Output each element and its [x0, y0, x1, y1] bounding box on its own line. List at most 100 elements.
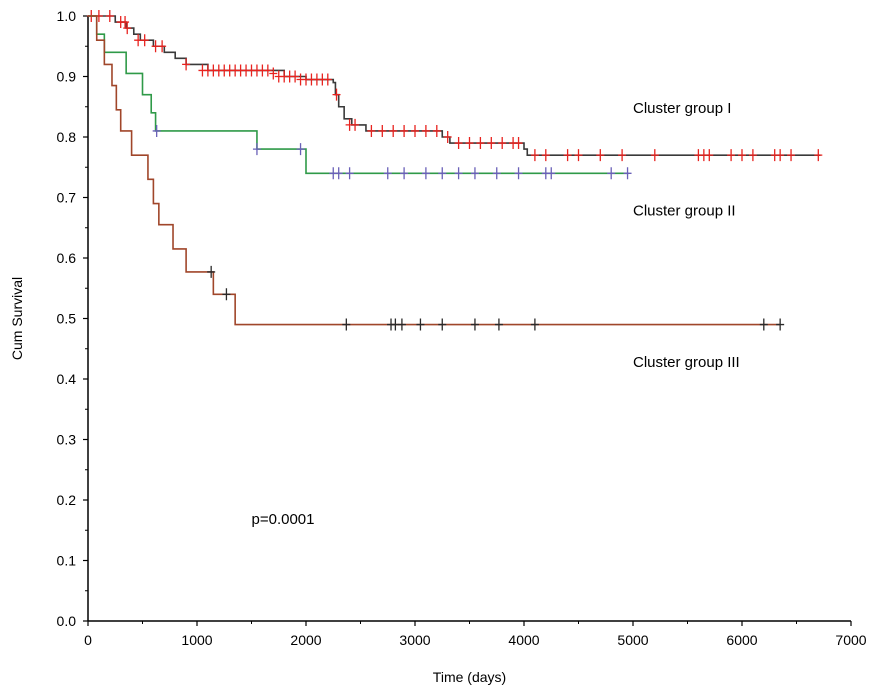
censor-mark: [269, 67, 278, 80]
y-tick-label: 0.3: [57, 432, 77, 448]
censor-mark: [470, 167, 479, 180]
x-tick-label: 0: [84, 632, 92, 648]
censor-mark: [650, 149, 659, 162]
censor-mark: [465, 137, 474, 150]
series-3: [88, 15, 785, 331]
x-tick-label: 4000: [508, 632, 539, 648]
censor-mark: [574, 149, 583, 162]
series-layer: [87, 10, 823, 331]
censor-mark: [332, 88, 341, 101]
censor-mark: [252, 143, 261, 156]
censor-mark: [454, 167, 463, 180]
y-tick-label: 1.0: [57, 8, 77, 24]
censor-mark: [421, 167, 430, 180]
series-2: [88, 15, 632, 180]
survival-curve: [88, 15, 781, 326]
censor-mark: [105, 10, 114, 22]
censor-mark: [158, 40, 167, 53]
censor-mark: [547, 167, 556, 180]
censor-mark: [787, 149, 796, 162]
censor-mark: [389, 124, 398, 137]
censor-mark: [123, 22, 132, 35]
censor-mark: [443, 131, 452, 143]
censor-mark: [342, 318, 351, 331]
censor-mark: [334, 167, 343, 180]
y-tick-label: 0.1: [57, 553, 77, 569]
censor-mark: [411, 124, 419, 137]
y-tick-label: 0.2: [57, 492, 77, 508]
censor-mark: [738, 149, 746, 162]
x-tick-label: 3000: [399, 632, 430, 648]
censor-mark: [383, 167, 392, 180]
censor-mark: [776, 149, 785, 162]
censor-mark: [487, 137, 496, 150]
censor-mark: [345, 167, 354, 180]
y-tick-label: 0.9: [57, 69, 77, 85]
x-ticks: 0 1000 2000 3000 4000 5000 6000 7000: [84, 621, 867, 648]
annotations: Cluster group I Cluster group II Cluster g…: [252, 100, 740, 528]
y-tick-label: 0.0: [57, 613, 77, 629]
censor-mark: [454, 137, 463, 150]
x-axis-title: Time (days): [433, 669, 506, 685]
censor-mark: [705, 149, 714, 162]
censor-mark: [618, 149, 627, 162]
censor-mark: [378, 124, 387, 137]
y-tick-label: 0.5: [57, 311, 77, 327]
censor-mark: [140, 34, 149, 47]
censor-mark: [121, 16, 130, 29]
censor-mark: [367, 124, 376, 137]
censor-mark: [222, 288, 231, 301]
y-tick-label: 0.8: [57, 129, 77, 145]
y-tick-label: 0.6: [57, 250, 77, 266]
censor-mark: [296, 143, 305, 156]
censor-mark: [432, 124, 441, 137]
annotation-label: p=0.0001: [252, 511, 315, 528]
censor-mark: [438, 318, 447, 331]
censor-mark: [351, 118, 360, 131]
annotation-label: Cluster group II: [633, 203, 736, 220]
x-tick-label: 6000: [726, 632, 757, 648]
censor-mark: [182, 58, 191, 71]
censor-mark: [207, 265, 216, 278]
censor-mark: [494, 318, 503, 331]
censor-mark: [498, 137, 507, 150]
censor-mark: [759, 318, 768, 331]
censor-mark: [530, 318, 539, 331]
x-tick-label: 1000: [181, 632, 212, 648]
censor-mark: [291, 70, 300, 83]
censor-mark: [514, 137, 523, 150]
y-axis-title: Cum Survival: [9, 277, 25, 360]
censor-mark: [470, 318, 479, 331]
censor-mark: [514, 167, 523, 180]
survival-curve: [88, 15, 821, 156]
censor-mark: [727, 149, 736, 162]
censor-mark: [814, 149, 823, 162]
censor-mark: [416, 318, 425, 331]
y-ticks: 0.0 0.1 0.2 0.3 0.4 0.5 0.6 0.7 0.8 0.9 1.0: [57, 8, 88, 629]
series-1: [87, 10, 823, 162]
censor-mark: [263, 64, 272, 77]
censor-mark: [607, 167, 616, 180]
censor-mark: [748, 149, 757, 162]
censor-mark: [623, 167, 632, 180]
censor-mark: [563, 149, 572, 162]
annotation-label: Cluster group I: [633, 100, 731, 117]
survival-curve: [88, 15, 629, 175]
censor-mark: [400, 167, 409, 180]
censor-mark: [776, 318, 785, 331]
censor-mark: [438, 167, 447, 180]
censor-mark: [541, 149, 550, 162]
y-tick-label: 0.7: [57, 190, 77, 206]
x-tick-label: 7000: [835, 632, 866, 648]
censor-mark: [421, 124, 430, 137]
censor-mark: [476, 137, 485, 150]
x-tick-label: 2000: [290, 632, 321, 648]
axes: 0 1000 2000 3000 4000 5000 6000 7000 0.00.10.20…: [57, 8, 867, 648]
censor-mark: [397, 318, 406, 331]
censor-mark: [323, 73, 332, 86]
censor-mark: [596, 149, 605, 162]
censor-mark: [530, 149, 539, 162]
censor-mark: [492, 167, 501, 180]
annotation-label: Cluster group III: [633, 354, 740, 371]
